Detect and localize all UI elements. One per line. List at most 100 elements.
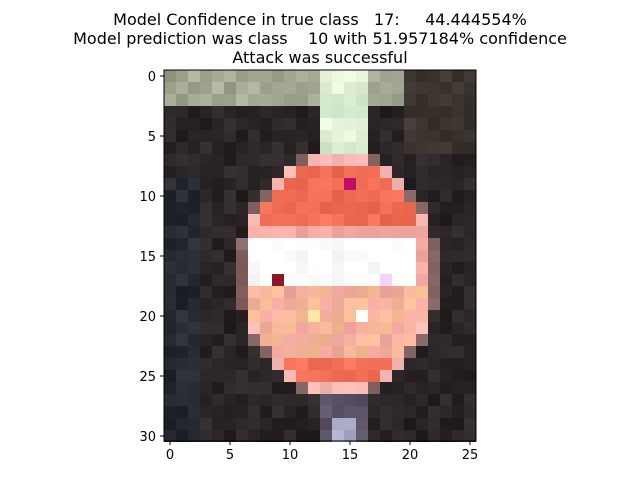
image-pixel (416, 274, 428, 286)
image-pixel (164, 394, 176, 406)
image-pixel (404, 178, 416, 190)
image-pixel (464, 430, 476, 442)
y-tick-label-5: 5 (148, 130, 156, 145)
image-pixel (200, 382, 212, 394)
image-pixel (212, 82, 224, 94)
image-pixel (428, 142, 440, 154)
image-pixel (176, 202, 188, 214)
image-pixel (368, 238, 380, 250)
image-pixel (428, 94, 440, 106)
image-pixel (200, 70, 212, 82)
image-pixel (188, 130, 200, 142)
image-pixel (308, 406, 320, 418)
image-pixel (176, 238, 188, 250)
image-pixel (332, 202, 344, 214)
image-pixel (308, 262, 320, 274)
image-pixel (368, 310, 380, 322)
image-pixel (452, 94, 464, 106)
image-pixel (404, 346, 416, 358)
image-pixel (452, 238, 464, 250)
image-pixel (188, 406, 200, 418)
image-pixel (440, 430, 452, 442)
image-pixel (236, 70, 248, 82)
image-pixel (212, 202, 224, 214)
image-pixel (452, 382, 464, 394)
image-pixel (392, 274, 404, 286)
image-pixel (272, 262, 284, 274)
image-pixel (200, 238, 212, 250)
image-pixel (248, 370, 260, 382)
image-pixel (308, 190, 320, 202)
image-pixel (224, 250, 236, 262)
image-pixel (440, 214, 452, 226)
image-pixel (272, 382, 284, 394)
image-pixel (224, 358, 236, 370)
image-pixel (416, 190, 428, 202)
image-pixel (164, 334, 176, 346)
image-pixel (356, 406, 368, 418)
image-pixel (308, 226, 320, 238)
image-pixel (392, 202, 404, 214)
image-pixel (392, 178, 404, 190)
image-pixel (332, 250, 344, 262)
image-pixel (452, 166, 464, 178)
image-pixel (296, 382, 308, 394)
image-pixel (272, 358, 284, 370)
image-pixel (248, 322, 260, 334)
image-pixel (392, 262, 404, 274)
image-pixel (200, 94, 212, 106)
image-pixel (392, 94, 404, 106)
image-pixel (464, 334, 476, 346)
image-pixel (404, 322, 416, 334)
image-pixel (368, 262, 380, 274)
image-pixel (260, 382, 272, 394)
image-pixel (200, 322, 212, 334)
image-pixel (236, 418, 248, 430)
image-pixel (416, 154, 428, 166)
image-pixel (260, 418, 272, 430)
image-pixel (332, 226, 344, 238)
image-pixel (356, 418, 368, 430)
image-pixel (344, 322, 356, 334)
image-pixel (308, 238, 320, 250)
image-pixel (164, 238, 176, 250)
image-pixel (200, 178, 212, 190)
image-pixel (164, 346, 176, 358)
image-pixel (332, 346, 344, 358)
image-pixel (320, 286, 332, 298)
image-pixel (284, 106, 296, 118)
image-pixel (200, 118, 212, 130)
image-pixel (188, 322, 200, 334)
image-pixel (404, 214, 416, 226)
image-pixel (368, 382, 380, 394)
image-pixel (236, 178, 248, 190)
image-pixel (212, 190, 224, 202)
image-pixel (452, 274, 464, 286)
y-tick-label-30: 30 (139, 430, 156, 445)
image-pixel (344, 286, 356, 298)
image-pixel (452, 394, 464, 406)
image-pixel (452, 286, 464, 298)
image-pixel (464, 70, 476, 82)
image-pixel (236, 226, 248, 238)
image-pixel (332, 430, 344, 442)
image-pixel (188, 202, 200, 214)
image-pixel (188, 430, 200, 442)
image-pixel (236, 406, 248, 418)
image-pixel (188, 370, 200, 382)
image-pixel (440, 118, 452, 130)
image-pixel (284, 370, 296, 382)
image-pixel (224, 226, 236, 238)
image-pixel (212, 418, 224, 430)
image-pixel (188, 358, 200, 370)
image-pixel (392, 226, 404, 238)
image-pixel (332, 238, 344, 250)
image-pixel (320, 154, 332, 166)
image-pixel (176, 286, 188, 298)
image-pixel (188, 346, 200, 358)
image-pixel (248, 214, 260, 226)
image-pixel (260, 82, 272, 94)
image-pixel (452, 118, 464, 130)
image-pixel (356, 322, 368, 334)
image-pixel (440, 346, 452, 358)
